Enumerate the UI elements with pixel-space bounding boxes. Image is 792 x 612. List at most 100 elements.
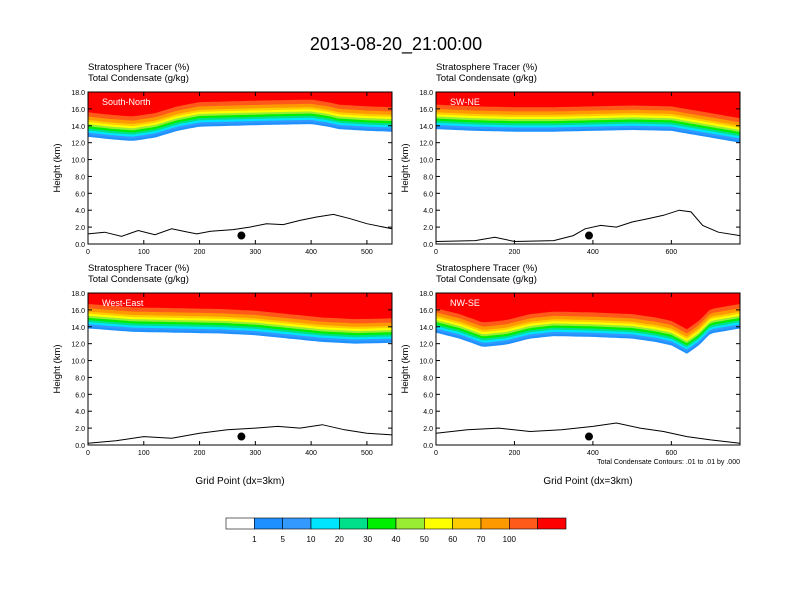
x-tick-label: 500 [361, 450, 373, 457]
colorbar-tick-label: 50 [420, 535, 429, 544]
x-tick-label: 100 [138, 249, 150, 256]
y-tick-label: 16.0 [71, 308, 85, 315]
colorbar-tick-label: 10 [307, 535, 316, 544]
y-tick-label: 14.0 [71, 124, 85, 131]
y-tick-label: 18.0 [419, 90, 433, 97]
y-tick-label: 6.0 [75, 191, 85, 198]
y-tick-label: 12.0 [71, 342, 85, 349]
colorbar-swatch [254, 517, 283, 530]
panel-label: SW-NE [450, 97, 480, 107]
plot-frame [435, 91, 741, 245]
x-tick-label: 400 [305, 450, 317, 457]
colorbar-swatch [424, 517, 453, 530]
subtitle-tracer: Stratosphere Tracer (%) [436, 263, 537, 274]
y-tick-label: 14.0 [419, 124, 433, 131]
figure-title: 2013-08-20_21:00:00 [310, 34, 482, 55]
plot-area [436, 293, 740, 445]
terrain-line [88, 424, 392, 444]
colorbar-tick-label: 30 [363, 535, 372, 544]
y-tick-label: 6.0 [75, 392, 85, 399]
y-tick-label: 16.0 [419, 107, 433, 114]
colorbar-swatch [537, 517, 567, 530]
colorbar-swatch [452, 517, 482, 530]
y-tick-label: 8.0 [423, 174, 433, 181]
panel-label: West-East [102, 298, 144, 308]
y-axis-label: Height (km) [400, 143, 411, 192]
colorbar-tick-label: 70 [477, 535, 486, 544]
colorbar-swatch [282, 517, 312, 530]
terrain-line [88, 213, 392, 237]
y-axis-label: Height (km) [52, 344, 63, 393]
subtitle-tracer: Stratosphere Tracer (%) [88, 263, 189, 274]
y-tick-label: 6.0 [423, 392, 433, 399]
y-tick-label: 8.0 [75, 174, 85, 181]
tracer-band-11 [88, 92, 392, 117]
colorbar-swatch [480, 517, 510, 530]
tracer-band-11 [436, 293, 740, 330]
plot-area [88, 293, 392, 445]
colorbar-tick-label: 20 [335, 535, 344, 544]
y-tick-label: 10.0 [71, 158, 85, 165]
plot-frame [435, 292, 741, 446]
x-tick-label: 300 [249, 249, 261, 256]
x-tick-label: 400 [587, 249, 599, 256]
y-tick-label: 14.0 [71, 325, 85, 332]
y-tick-label: 10.0 [71, 359, 85, 366]
colorbar-tick-label: 1 [252, 535, 257, 544]
y-axis-label: Height (km) [400, 344, 411, 393]
location-marker [584, 432, 593, 441]
y-tick-label: 18.0 [71, 90, 85, 97]
subtitle-tracer: Stratosphere Tracer (%) [436, 62, 537, 73]
y-tick-label: 2.0 [423, 426, 433, 433]
x-tick-label: 600 [666, 249, 678, 256]
x-tick-label: 300 [249, 450, 261, 457]
x-tick-label: 400 [587, 450, 599, 457]
y-tick-label: 2.0 [75, 225, 85, 232]
plot-area [436, 92, 740, 244]
y-tick-label: 12.0 [71, 141, 85, 148]
x-tick-label: 200 [194, 450, 206, 457]
x-axis-label: Grid Point (dx=3km) [543, 476, 632, 487]
y-axis-label: Height (km) [52, 143, 63, 192]
y-tick-label: 2.0 [75, 426, 85, 433]
panel-sw-ne: 0.0 2.0 4.0 6.0 8.0 10.0 12.0 14.0 16.0 18.0 0 200 4… [400, 62, 741, 256]
x-tick-label: 0 [86, 249, 90, 256]
x-tick-label: 200 [194, 249, 206, 256]
x-tick-label: 500 [361, 249, 373, 256]
colorbar-swatch [367, 517, 397, 530]
tracer-band-11 [88, 293, 392, 320]
panels: 0.0 2.0 4.0 6.0 8.0 10.0 12.0 14.0 16.0 18.0 0 100 2… [52, 62, 741, 487]
y-tick-label: 10.0 [419, 359, 433, 366]
location-marker [584, 231, 593, 240]
y-tick-label: 4.0 [75, 409, 85, 416]
colorbar-swatch [310, 517, 340, 530]
y-tick-label: 2.0 [423, 225, 433, 232]
contour-note: Total Condensate Contours: .01 to .01 by… [597, 459, 740, 466]
y-tick-label: 6.0 [423, 191, 433, 198]
subtitle-condensate: Total Condensate (g/kg) [88, 73, 189, 84]
colorbar-swatch [225, 517, 255, 530]
plot-frame [87, 91, 393, 245]
y-tick-label: 18.0 [419, 291, 433, 298]
x-tick-label: 100 [138, 450, 150, 457]
colorbar-swatch [339, 517, 368, 530]
colorbar-swatch [509, 517, 538, 530]
y-tick-label: 8.0 [423, 375, 433, 382]
subtitle-condensate: Total Condensate (g/kg) [88, 274, 189, 285]
panel-label: NW-SE [450, 298, 480, 308]
tracer-band-11 [436, 92, 740, 119]
y-tick-label: 4.0 [423, 208, 433, 215]
y-tick-label: 0.0 [423, 242, 433, 249]
x-tick-label: 0 [86, 450, 90, 457]
y-tick-label: 4.0 [75, 208, 85, 215]
terrain-line [436, 209, 740, 243]
x-axis-label: Grid Point (dx=3km) [195, 476, 284, 487]
y-tick-label: 12.0 [419, 141, 433, 148]
y-tick-label: 12.0 [419, 342, 433, 349]
terrain-line [436, 422, 740, 444]
subtitle-tracer: Stratosphere Tracer (%) [88, 62, 189, 73]
y-tick-label: 14.0 [419, 325, 433, 332]
y-tick-label: 16.0 [71, 107, 85, 114]
y-tick-label: 16.0 [419, 308, 433, 315]
